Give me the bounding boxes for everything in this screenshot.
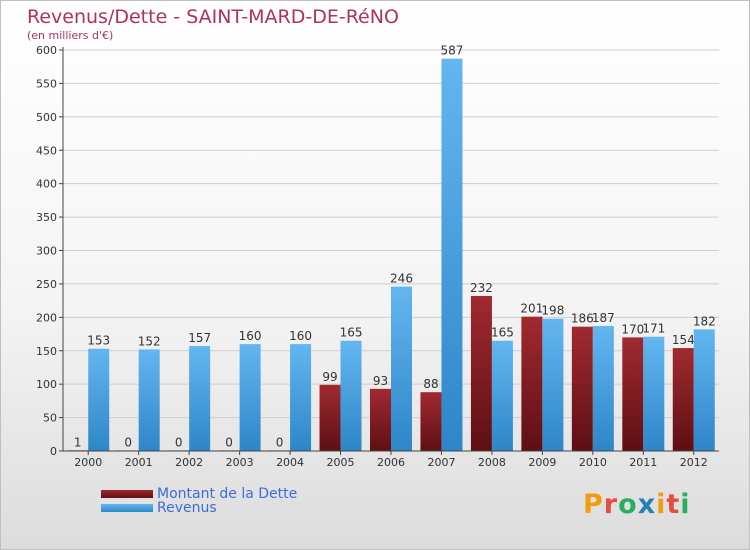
bar-revenus — [491, 340, 513, 451]
data-label-revenus: 165 — [340, 326, 363, 340]
bar-dette — [370, 388, 391, 451]
y-tick-label: 100 — [36, 378, 57, 391]
x-tick-label: 2006 — [377, 456, 405, 469]
data-label-revenus: 171 — [642, 322, 665, 336]
data-label-dette: 201 — [520, 302, 543, 316]
data-label-revenus: 198 — [541, 304, 564, 318]
bar-revenus — [592, 326, 614, 451]
y-tick-label: 150 — [36, 345, 57, 358]
x-tick-label: 2009 — [528, 456, 556, 469]
bar-revenus — [693, 329, 715, 451]
y-tick-label: 600 — [36, 44, 57, 57]
bar-dette — [622, 337, 644, 451]
x-tick-label: 2012 — [680, 456, 708, 469]
data-label-dette: 154 — [672, 333, 695, 347]
bar-revenus — [189, 346, 211, 451]
y-tick-label: 250 — [36, 278, 57, 291]
y-tick-label: 400 — [36, 178, 57, 191]
bar-dette — [319, 384, 341, 451]
x-tick-label: 2003 — [226, 456, 254, 469]
data-label-dette: 186 — [571, 312, 594, 326]
proxiti-logo: Proxiti — [583, 489, 691, 520]
bar-revenus — [391, 286, 412, 451]
data-label-revenus: 160 — [239, 329, 262, 343]
data-label-dette: 0 — [276, 435, 284, 449]
data-label-revenus: 157 — [188, 331, 211, 345]
y-tick-label: 450 — [36, 144, 57, 157]
bar-revenus — [340, 340, 362, 451]
bar-revenus — [88, 348, 110, 451]
bar-revenus — [290, 344, 312, 451]
logo-letter: P — [583, 489, 604, 520]
logo-letter: i — [656, 489, 667, 520]
x-tick-label: 2004 — [276, 456, 304, 469]
y-tick-label: 200 — [36, 311, 57, 324]
data-label-revenus: 187 — [592, 311, 615, 325]
bar-revenus — [441, 58, 463, 452]
data-label-dette: 99 — [322, 370, 337, 384]
bar-dette — [521, 316, 543, 451]
legend-label-dette: Montant de la Dette — [157, 486, 298, 502]
data-label-revenus: 160 — [289, 329, 312, 343]
x-tick-label: 2001 — [125, 456, 153, 469]
y-tick-label: 50 — [43, 412, 57, 425]
bar-revenus — [542, 318, 564, 451]
x-tick-label: 2008 — [478, 456, 506, 469]
data-label-revenus: 165 — [491, 326, 514, 340]
logo-letter: o — [618, 489, 638, 520]
chart-subtitle: (en milliers d'€) — [27, 29, 114, 42]
legend-swatch-revenus — [101, 504, 153, 512]
data-label-dette: 0 — [175, 435, 183, 449]
data-label-dette: 0 — [124, 435, 132, 449]
bar-dette — [470, 295, 492, 451]
bar-revenus — [643, 336, 665, 451]
bar-dette — [420, 392, 442, 451]
bar-dette — [672, 348, 694, 451]
bars: 1 153 0 152 0 157 0 160 0 160 99 165 93 246 88 587 232 16… — [67, 44, 716, 452]
x-tick-label: 2000 — [74, 456, 102, 469]
legend: Montant de la Dette Revenus — [101, 486, 298, 516]
data-label-dette: 0 — [225, 435, 233, 449]
x-tick-label: 2007 — [427, 456, 455, 469]
bar-revenus — [239, 344, 261, 451]
data-label-dette: 1 — [74, 435, 82, 449]
y-tick-label: 550 — [36, 77, 57, 90]
bar-revenus — [138, 349, 160, 451]
x-axis: 2000 2001 2002 2003 2004 2005 2006 2007 2008 2009… — [63, 450, 719, 469]
y-tick-label: 300 — [36, 245, 57, 258]
logo-letter: x — [637, 489, 657, 520]
legend-item-dette: Montant de la Dette — [101, 486, 298, 502]
data-label-dette: 88 — [423, 377, 438, 391]
data-label-revenus: 182 — [693, 314, 716, 328]
x-tick-label: 2010 — [579, 456, 607, 469]
data-label-dette: 170 — [621, 322, 644, 336]
x-tick-label: 2011 — [629, 456, 657, 469]
logo-letter: i — [680, 489, 691, 520]
logo-letter: t — [666, 489, 681, 520]
chart-title: Revenus/Dette - SAINT-MARD-DE-RéNO — [27, 6, 399, 28]
legend-item-revenus: Revenus — [101, 500, 297, 516]
bar-dette — [571, 326, 593, 451]
data-label-revenus: 153 — [87, 334, 110, 348]
x-tick-label: 2005 — [327, 456, 355, 469]
data-label-revenus: 587 — [441, 44, 464, 58]
x-tick-label: 2002 — [175, 456, 203, 469]
data-label-revenus: 152 — [138, 334, 161, 348]
data-label-revenus: 246 — [390, 272, 413, 286]
data-label-dette: 232 — [470, 281, 493, 295]
legend-label-revenus: Revenus — [157, 500, 217, 516]
legend-swatch-dette — [101, 490, 153, 498]
data-label-dette: 93 — [373, 374, 388, 388]
y-tick-label: 0 — [50, 445, 57, 458]
logo-letter: r — [603, 489, 619, 520]
y-tick-label: 500 — [36, 111, 57, 124]
y-axis: 0 50 100 150 200 250 300 350 400 450 500 550 600 — [36, 44, 64, 458]
y-tick-label: 350 — [36, 211, 57, 224]
